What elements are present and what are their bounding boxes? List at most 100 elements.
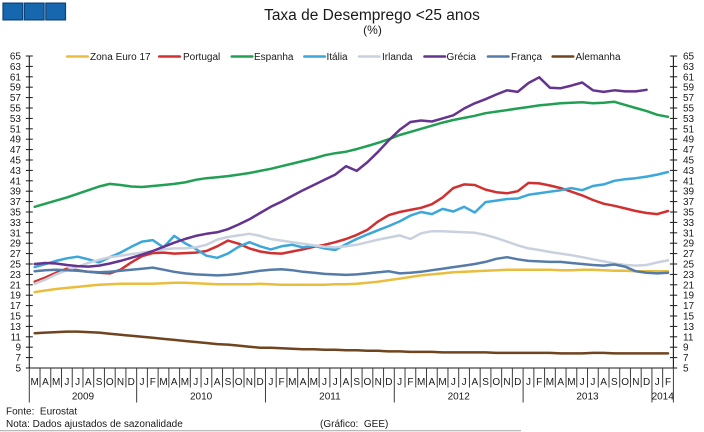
svg-text:O: O (621, 377, 629, 388)
svg-text:M: M (310, 377, 318, 388)
svg-text:Zona Euro 17: Zona Euro 17 (90, 52, 151, 63)
svg-text:S: S (611, 377, 618, 388)
svg-text:J: J (580, 377, 585, 388)
svg-text:47: 47 (683, 145, 695, 156)
svg-text:F: F (665, 377, 671, 388)
svg-text:M: M (417, 377, 425, 388)
svg-text:37: 37 (683, 197, 695, 208)
svg-text:49: 49 (683, 135, 695, 146)
svg-text:59: 59 (10, 83, 22, 94)
svg-text:13: 13 (683, 322, 695, 333)
svg-text:D: D (643, 377, 650, 388)
svg-text:M: M (181, 377, 189, 388)
svg-text:A: A (214, 377, 221, 388)
svg-text:41: 41 (683, 176, 695, 187)
svg-text:15: 15 (683, 312, 695, 323)
svg-text:A: A (471, 377, 478, 388)
svg-text:S: S (96, 377, 103, 388)
svg-text:25: 25 (683, 260, 695, 271)
svg-text:21: 21 (10, 280, 22, 291)
svg-text:51: 51 (683, 124, 695, 135)
svg-text:17: 17 (10, 301, 22, 312)
svg-text:J: J (75, 377, 80, 388)
svg-text:S: S (482, 377, 489, 388)
svg-text:(Gráfico: GEE): (Gráfico: GEE) (320, 419, 388, 430)
svg-text:F: F (279, 377, 285, 388)
svg-text:A: A (42, 377, 49, 388)
svg-text:39: 39 (10, 187, 22, 198)
svg-text:51: 51 (10, 124, 22, 135)
svg-text:57: 57 (683, 93, 695, 104)
svg-text:J: J (322, 377, 327, 388)
svg-text:M: M (288, 377, 296, 388)
svg-text:55: 55 (683, 104, 695, 115)
svg-text:A: A (600, 377, 607, 388)
svg-text:59: 59 (683, 83, 695, 94)
svg-text:27: 27 (683, 249, 695, 260)
svg-text:D: D (514, 377, 521, 388)
svg-text:J: J (193, 377, 198, 388)
svg-text:5: 5 (15, 364, 21, 375)
svg-text:D: D (256, 377, 263, 388)
svg-text:43: 43 (683, 166, 695, 177)
svg-text:França: França (511, 52, 543, 63)
svg-text:Espanha: Espanha (254, 52, 294, 63)
svg-text:15: 15 (10, 312, 22, 323)
svg-text:Fonte: Eurostat: Fonte: Eurostat (6, 407, 77, 418)
svg-text:45: 45 (10, 156, 22, 167)
svg-text:19: 19 (683, 291, 695, 302)
svg-text:17: 17 (683, 301, 695, 312)
svg-text:M: M (438, 377, 446, 388)
svg-text:5: 5 (683, 364, 689, 375)
svg-text:37: 37 (10, 197, 22, 208)
svg-text:A: A (85, 377, 92, 388)
svg-text:Portugal: Portugal (183, 52, 220, 63)
svg-text:J: J (451, 377, 456, 388)
svg-text:O: O (235, 377, 243, 388)
svg-text:2011: 2011 (319, 392, 341, 403)
svg-text:Taxa de Desemprego <25 anos: Taxa de Desemprego <25 anos (264, 7, 480, 24)
svg-text:7: 7 (15, 353, 21, 364)
svg-text:65: 65 (10, 52, 22, 63)
svg-text:31: 31 (10, 228, 22, 239)
svg-text:Itália: Itália (327, 52, 349, 63)
svg-text:A: A (300, 377, 307, 388)
svg-text:53: 53 (10, 114, 22, 125)
svg-text:S: S (225, 377, 232, 388)
svg-text:35: 35 (683, 208, 695, 219)
svg-text:31: 31 (683, 228, 695, 239)
svg-text:21: 21 (683, 280, 695, 291)
svg-text:A: A (171, 377, 178, 388)
svg-text:O: O (492, 377, 500, 388)
svg-text:N: N (246, 377, 253, 388)
svg-text:J: J (64, 377, 69, 388)
svg-text:O: O (364, 377, 372, 388)
svg-text:2013: 2013 (576, 392, 599, 403)
svg-text:J: J (590, 377, 595, 388)
svg-text:O: O (106, 377, 114, 388)
svg-text:S: S (353, 377, 360, 388)
svg-text:F: F (407, 377, 413, 388)
svg-text:J: J (462, 377, 467, 388)
svg-text:63: 63 (10, 62, 22, 73)
svg-text:J: J (140, 377, 145, 388)
svg-text:53: 53 (683, 114, 695, 125)
svg-text:55: 55 (10, 104, 22, 115)
svg-text:F: F (536, 377, 542, 388)
svg-text:M: M (159, 377, 167, 388)
svg-text:63: 63 (683, 62, 695, 73)
svg-text:2014: 2014 (652, 392, 675, 403)
svg-text:Irlanda: Irlanda (382, 52, 413, 63)
svg-text:47: 47 (10, 145, 22, 156)
svg-text:57: 57 (10, 93, 22, 104)
svg-text:N: N (375, 377, 382, 388)
svg-text:Alemanha: Alemanha (576, 52, 621, 63)
svg-text:41: 41 (10, 176, 22, 187)
svg-text:11: 11 (683, 332, 694, 343)
svg-text:D: D (385, 377, 392, 388)
svg-text:2012: 2012 (448, 392, 471, 403)
svg-text:33: 33 (683, 218, 695, 229)
svg-text:M: M (567, 377, 575, 388)
svg-text:9: 9 (15, 343, 21, 354)
svg-text:M: M (52, 377, 60, 388)
